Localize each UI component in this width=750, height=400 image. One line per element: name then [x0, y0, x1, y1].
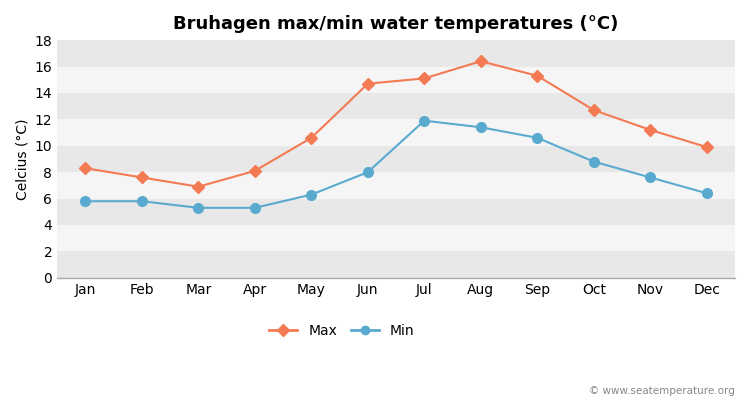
Bar	[57, 225, 735, 252]
Bar	[57, 66, 735, 93]
Y-axis label: Celcius (°C): Celcius (°C)	[15, 118, 29, 200]
Bar	[57, 198, 735, 225]
Legend: Max, Min: Max, Min	[264, 318, 420, 343]
Title: Bruhagen max/min water temperatures (°C): Bruhagen max/min water temperatures (°C)	[173, 15, 619, 33]
Text: © www.seatemperature.org: © www.seatemperature.org	[590, 386, 735, 396]
Bar	[57, 172, 735, 198]
Bar	[57, 93, 735, 119]
Bar	[57, 146, 735, 172]
Bar	[57, 252, 735, 278]
Bar	[57, 40, 735, 66]
Bar	[57, 119, 735, 146]
